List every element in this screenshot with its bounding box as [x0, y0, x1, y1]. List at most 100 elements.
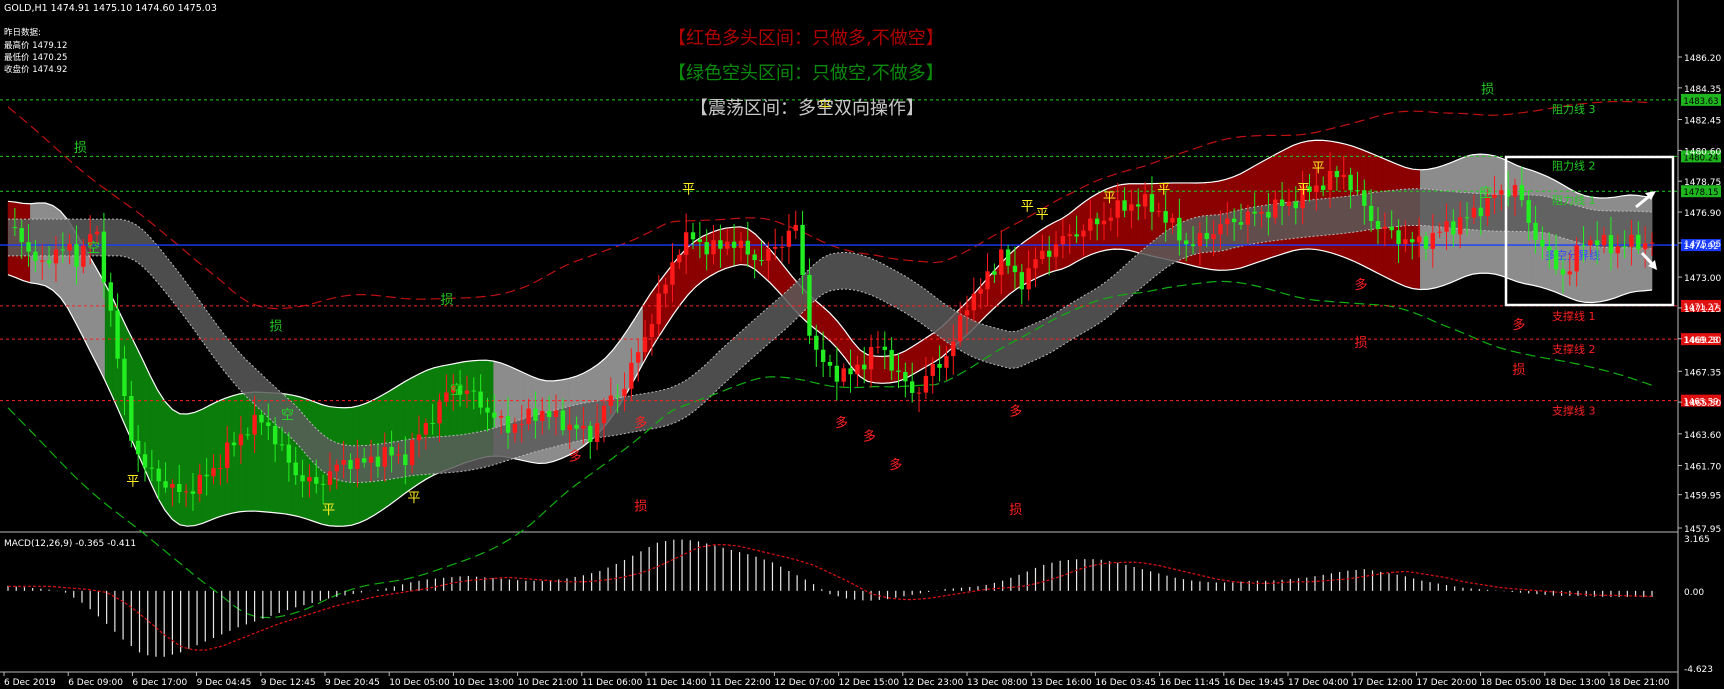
- candle-body: [1314, 185, 1319, 192]
- resistance-label: 阻力线 1: [1552, 193, 1596, 207]
- zone-slice: [164, 400, 173, 521]
- candle-body: [560, 410, 566, 431]
- candle-body: [773, 246, 778, 249]
- candle-body: [416, 434, 422, 441]
- candle-body: [1533, 222, 1538, 240]
- zone-slice: [231, 393, 240, 514]
- candle-body: [889, 349, 894, 371]
- support-price-text: 1471.27: [1683, 303, 1718, 313]
- candle-body: [964, 310, 970, 316]
- candle-body: [1300, 186, 1305, 209]
- candle-body: [1081, 230, 1086, 237]
- candle-body: [1101, 220, 1107, 225]
- candle-body: [978, 289, 983, 294]
- zone-slice: [1046, 221, 1055, 274]
- time-tick-label: 16 Dec 03:45: [1095, 678, 1156, 688]
- candle-body: [1540, 239, 1545, 247]
- lower-envelope: [7, 280, 1653, 619]
- candle-body: [608, 395, 613, 406]
- candle-body: [725, 241, 730, 249]
- flat-signal-marker: 平: [819, 99, 832, 114]
- time-tick-label: 18 Dec 05:00: [1481, 678, 1542, 688]
- candle-body: [1410, 239, 1415, 243]
- candle-body: [368, 456, 374, 463]
- candle-body: [704, 242, 709, 255]
- candle-body: [1458, 217, 1463, 235]
- candle-body: [670, 262, 675, 285]
- zone-slice: [1427, 167, 1436, 290]
- zone-slice: [201, 404, 211, 524]
- short-signal-marker: 空: [1479, 186, 1492, 201]
- candle-body: [834, 365, 840, 382]
- candle-body: [320, 483, 326, 485]
- resistance-price-text: 1480.24: [1683, 153, 1718, 163]
- candle-body: [1567, 271, 1572, 275]
- pivot-price-tag: [1681, 239, 1721, 252]
- time-tick-label: 12 Dec 15:00: [839, 678, 900, 688]
- macd-panel: 3.165 0.00 -4.623: [7, 535, 1713, 675]
- candle-body: [1430, 232, 1435, 249]
- price-tick-label: 1482.45: [1684, 117, 1721, 127]
- price-tick-label: 1486.20: [1684, 54, 1721, 64]
- resistance-price-tag: [1681, 150, 1721, 163]
- candle-body: [177, 483, 182, 493]
- candle-body: [588, 425, 593, 442]
- candle-body: [1067, 234, 1072, 237]
- price-tick-label: 1457.95: [1684, 525, 1721, 535]
- price-tick-label: 1476.90: [1684, 209, 1721, 219]
- macd-label: MACD(12,26,9) -0.365 -0.411: [4, 539, 136, 549]
- time-tick-label: 12 Dec 23:00: [903, 678, 964, 688]
- candle-body: [1519, 185, 1525, 201]
- candle-body: [1115, 200, 1120, 218]
- long-signal-marker: 多: [1009, 403, 1022, 419]
- candle-body: [1252, 211, 1257, 214]
- candle-body: [999, 249, 1004, 275]
- stop-signal-marker: 损: [1481, 83, 1494, 98]
- up-arrow-icon: [1635, 191, 1656, 209]
- candle-body: [622, 388, 627, 397]
- long-signal-marker: 多: [889, 457, 902, 473]
- candle-body: [355, 458, 360, 470]
- candle-body: [238, 434, 244, 446]
- green-zone-banner: 【绿色空头区间：只做空,不做多】: [668, 63, 944, 84]
- candle-body: [478, 391, 483, 408]
- candle-body: [314, 477, 319, 484]
- time-tick-label: 12 Dec 07:00: [774, 678, 835, 688]
- candle-body: [1184, 240, 1189, 245]
- candle-body: [656, 293, 661, 325]
- time-tick-label: 17 Dec 20:00: [1416, 678, 1477, 688]
- zone-slice: [926, 331, 935, 367]
- candle-body: [1266, 211, 1271, 218]
- flat-signal-marker: 平: [1021, 199, 1034, 214]
- candle-body: [53, 249, 59, 264]
- candle-body: [396, 454, 401, 456]
- candle-body: [512, 423, 518, 433]
- time-tick-label: 17 Dec 12:00: [1352, 678, 1413, 688]
- time-tick-label: 11 Dec 22:00: [710, 678, 771, 688]
- candle-body: [505, 416, 511, 433]
- candle-body: [663, 284, 668, 294]
- candle-body: [1108, 217, 1114, 221]
- candle-body: [937, 363, 942, 368]
- zone-slice: [216, 398, 226, 518]
- candle-body: [1142, 194, 1148, 207]
- candle-body: [1156, 211, 1161, 213]
- candle-body: [46, 260, 52, 264]
- short-signal-marker: 空: [281, 408, 294, 423]
- candle-body: [1136, 204, 1141, 207]
- candle-body: [766, 248, 771, 261]
- candle-body: [1197, 233, 1203, 247]
- candle-body: [574, 424, 579, 429]
- zone-slice: [882, 355, 891, 384]
- candle-body: [1238, 222, 1244, 225]
- candle-body: [690, 232, 696, 240]
- resistance-label: 阻力线 3: [1552, 102, 1596, 116]
- candle-body: [389, 446, 394, 456]
- candle-body: [1485, 197, 1490, 217]
- zone-slice: [246, 391, 255, 512]
- candle-body: [1368, 205, 1374, 222]
- candle-body: [1615, 246, 1620, 254]
- candle-body: [1163, 211, 1168, 223]
- candle-body: [1423, 236, 1429, 249]
